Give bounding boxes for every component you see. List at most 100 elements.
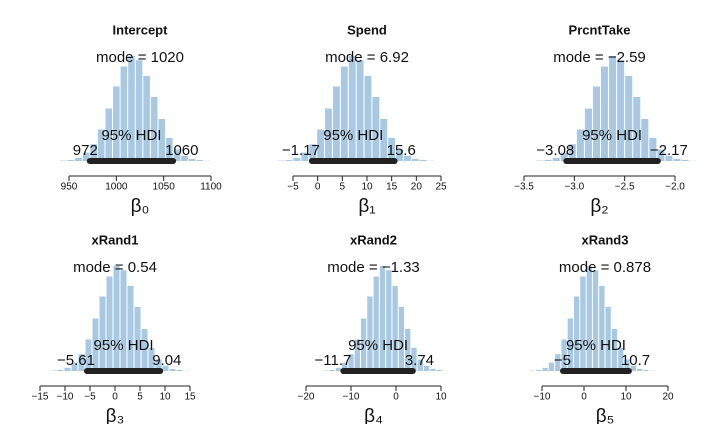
bar bbox=[148, 347, 155, 371]
hdi-upper: 3.74 bbox=[405, 352, 434, 369]
mode-label: mode = −1.33 bbox=[327, 259, 420, 276]
x-tick-label: −2.0 bbox=[665, 182, 685, 193]
bar bbox=[388, 137, 396, 161]
bar bbox=[356, 60, 364, 162]
x-tick-label: −5 bbox=[84, 392, 96, 403]
x-tick-label: −20 bbox=[298, 392, 315, 403]
bar bbox=[405, 329, 411, 371]
bar bbox=[380, 119, 388, 161]
hdi-lower: −5 bbox=[554, 352, 571, 369]
bar bbox=[135, 60, 143, 162]
bar bbox=[372, 96, 380, 161]
hdi-label: 95% HDI bbox=[323, 127, 383, 144]
bar bbox=[584, 108, 592, 161]
bar bbox=[188, 158, 196, 161]
bar bbox=[64, 367, 71, 371]
bar bbox=[430, 368, 436, 371]
bar bbox=[649, 137, 657, 161]
x-tick-label: 10 bbox=[159, 392, 171, 403]
bar bbox=[419, 159, 427, 161]
bar bbox=[285, 159, 293, 161]
x-axis-label: β₅ bbox=[596, 406, 615, 424]
bar bbox=[641, 119, 649, 161]
bar bbox=[85, 339, 92, 371]
hdi-lower: −11.7 bbox=[315, 352, 352, 369]
hdi-lower: −5.61 bbox=[57, 352, 95, 369]
x-tick-label: 20 bbox=[662, 392, 674, 403]
x-tick-label: 15 bbox=[386, 182, 398, 193]
mode-label: mode = 1020 bbox=[96, 49, 184, 66]
hdi-lower: −1.17 bbox=[282, 142, 320, 159]
bar bbox=[404, 155, 411, 161]
bar bbox=[568, 144, 576, 161]
bar bbox=[411, 158, 419, 161]
bar bbox=[176, 369, 183, 371]
bar bbox=[392, 285, 398, 371]
hdi-upper: 9.04 bbox=[152, 352, 181, 369]
x-tick-label: 0 bbox=[112, 392, 118, 403]
bar bbox=[586, 266, 592, 371]
bar bbox=[127, 285, 134, 371]
x-axis-label: β₁ bbox=[358, 196, 375, 217]
mode-label: mode = −2.59 bbox=[553, 49, 646, 66]
hdi-lower: −3.08 bbox=[536, 142, 574, 159]
bar bbox=[113, 266, 120, 371]
x-tick-label: −2.5 bbox=[615, 182, 635, 193]
bar bbox=[99, 296, 106, 371]
bar bbox=[340, 66, 348, 161]
x-tick-label: −3.0 bbox=[564, 182, 584, 193]
bar bbox=[166, 137, 173, 161]
bar bbox=[592, 86, 601, 161]
bar bbox=[417, 359, 423, 371]
hdi-upper: 1060 bbox=[165, 142, 198, 159]
bar bbox=[309, 144, 317, 161]
x-tick-label: −10 bbox=[57, 392, 74, 403]
x-tick-label: −15 bbox=[32, 392, 49, 403]
x-tick-label: −5 bbox=[287, 182, 299, 193]
panel-title: Spend bbox=[347, 22, 387, 37]
bar bbox=[436, 369, 442, 371]
x-tick-label: 1100 bbox=[200, 182, 222, 193]
bar bbox=[82, 152, 90, 161]
bar bbox=[657, 149, 665, 161]
bar bbox=[609, 56, 617, 161]
bar bbox=[348, 56, 356, 161]
x-tick-label: 15 bbox=[184, 392, 196, 403]
mode-label: mode = 0.878 bbox=[559, 259, 651, 276]
bar bbox=[637, 368, 643, 371]
bar bbox=[673, 158, 681, 161]
bar bbox=[354, 339, 360, 371]
x-tick-label: 5 bbox=[137, 392, 143, 403]
bar bbox=[329, 369, 335, 371]
bar bbox=[536, 369, 542, 371]
bar bbox=[373, 276, 379, 371]
bar bbox=[113, 86, 120, 161]
bar bbox=[542, 367, 548, 371]
bar bbox=[78, 354, 85, 371]
bar bbox=[574, 296, 580, 371]
bar bbox=[379, 266, 386, 371]
x-tick-label: 0 bbox=[581, 392, 587, 403]
bar bbox=[162, 365, 169, 371]
hdi-upper: 10.7 bbox=[621, 352, 650, 369]
panel-title: PrcntTake bbox=[569, 22, 631, 37]
bar bbox=[605, 306, 611, 371]
bar bbox=[332, 86, 340, 161]
bar bbox=[567, 318, 573, 371]
hdi-label: 95% HDI bbox=[101, 127, 161, 144]
bar bbox=[143, 75, 150, 161]
x-tick-label: −10 bbox=[343, 392, 360, 403]
bar bbox=[181, 155, 188, 161]
bar bbox=[196, 159, 203, 161]
bar bbox=[548, 362, 555, 371]
bar bbox=[67, 159, 75, 161]
bar bbox=[141, 329, 148, 371]
x-tick-label: 0 bbox=[393, 392, 399, 403]
mode-label: mode = 0.54 bbox=[73, 259, 157, 276]
bar bbox=[665, 155, 673, 161]
bar bbox=[601, 66, 609, 161]
hdi-upper: −2.17 bbox=[650, 142, 688, 159]
bar bbox=[57, 369, 64, 371]
bar bbox=[544, 159, 552, 161]
